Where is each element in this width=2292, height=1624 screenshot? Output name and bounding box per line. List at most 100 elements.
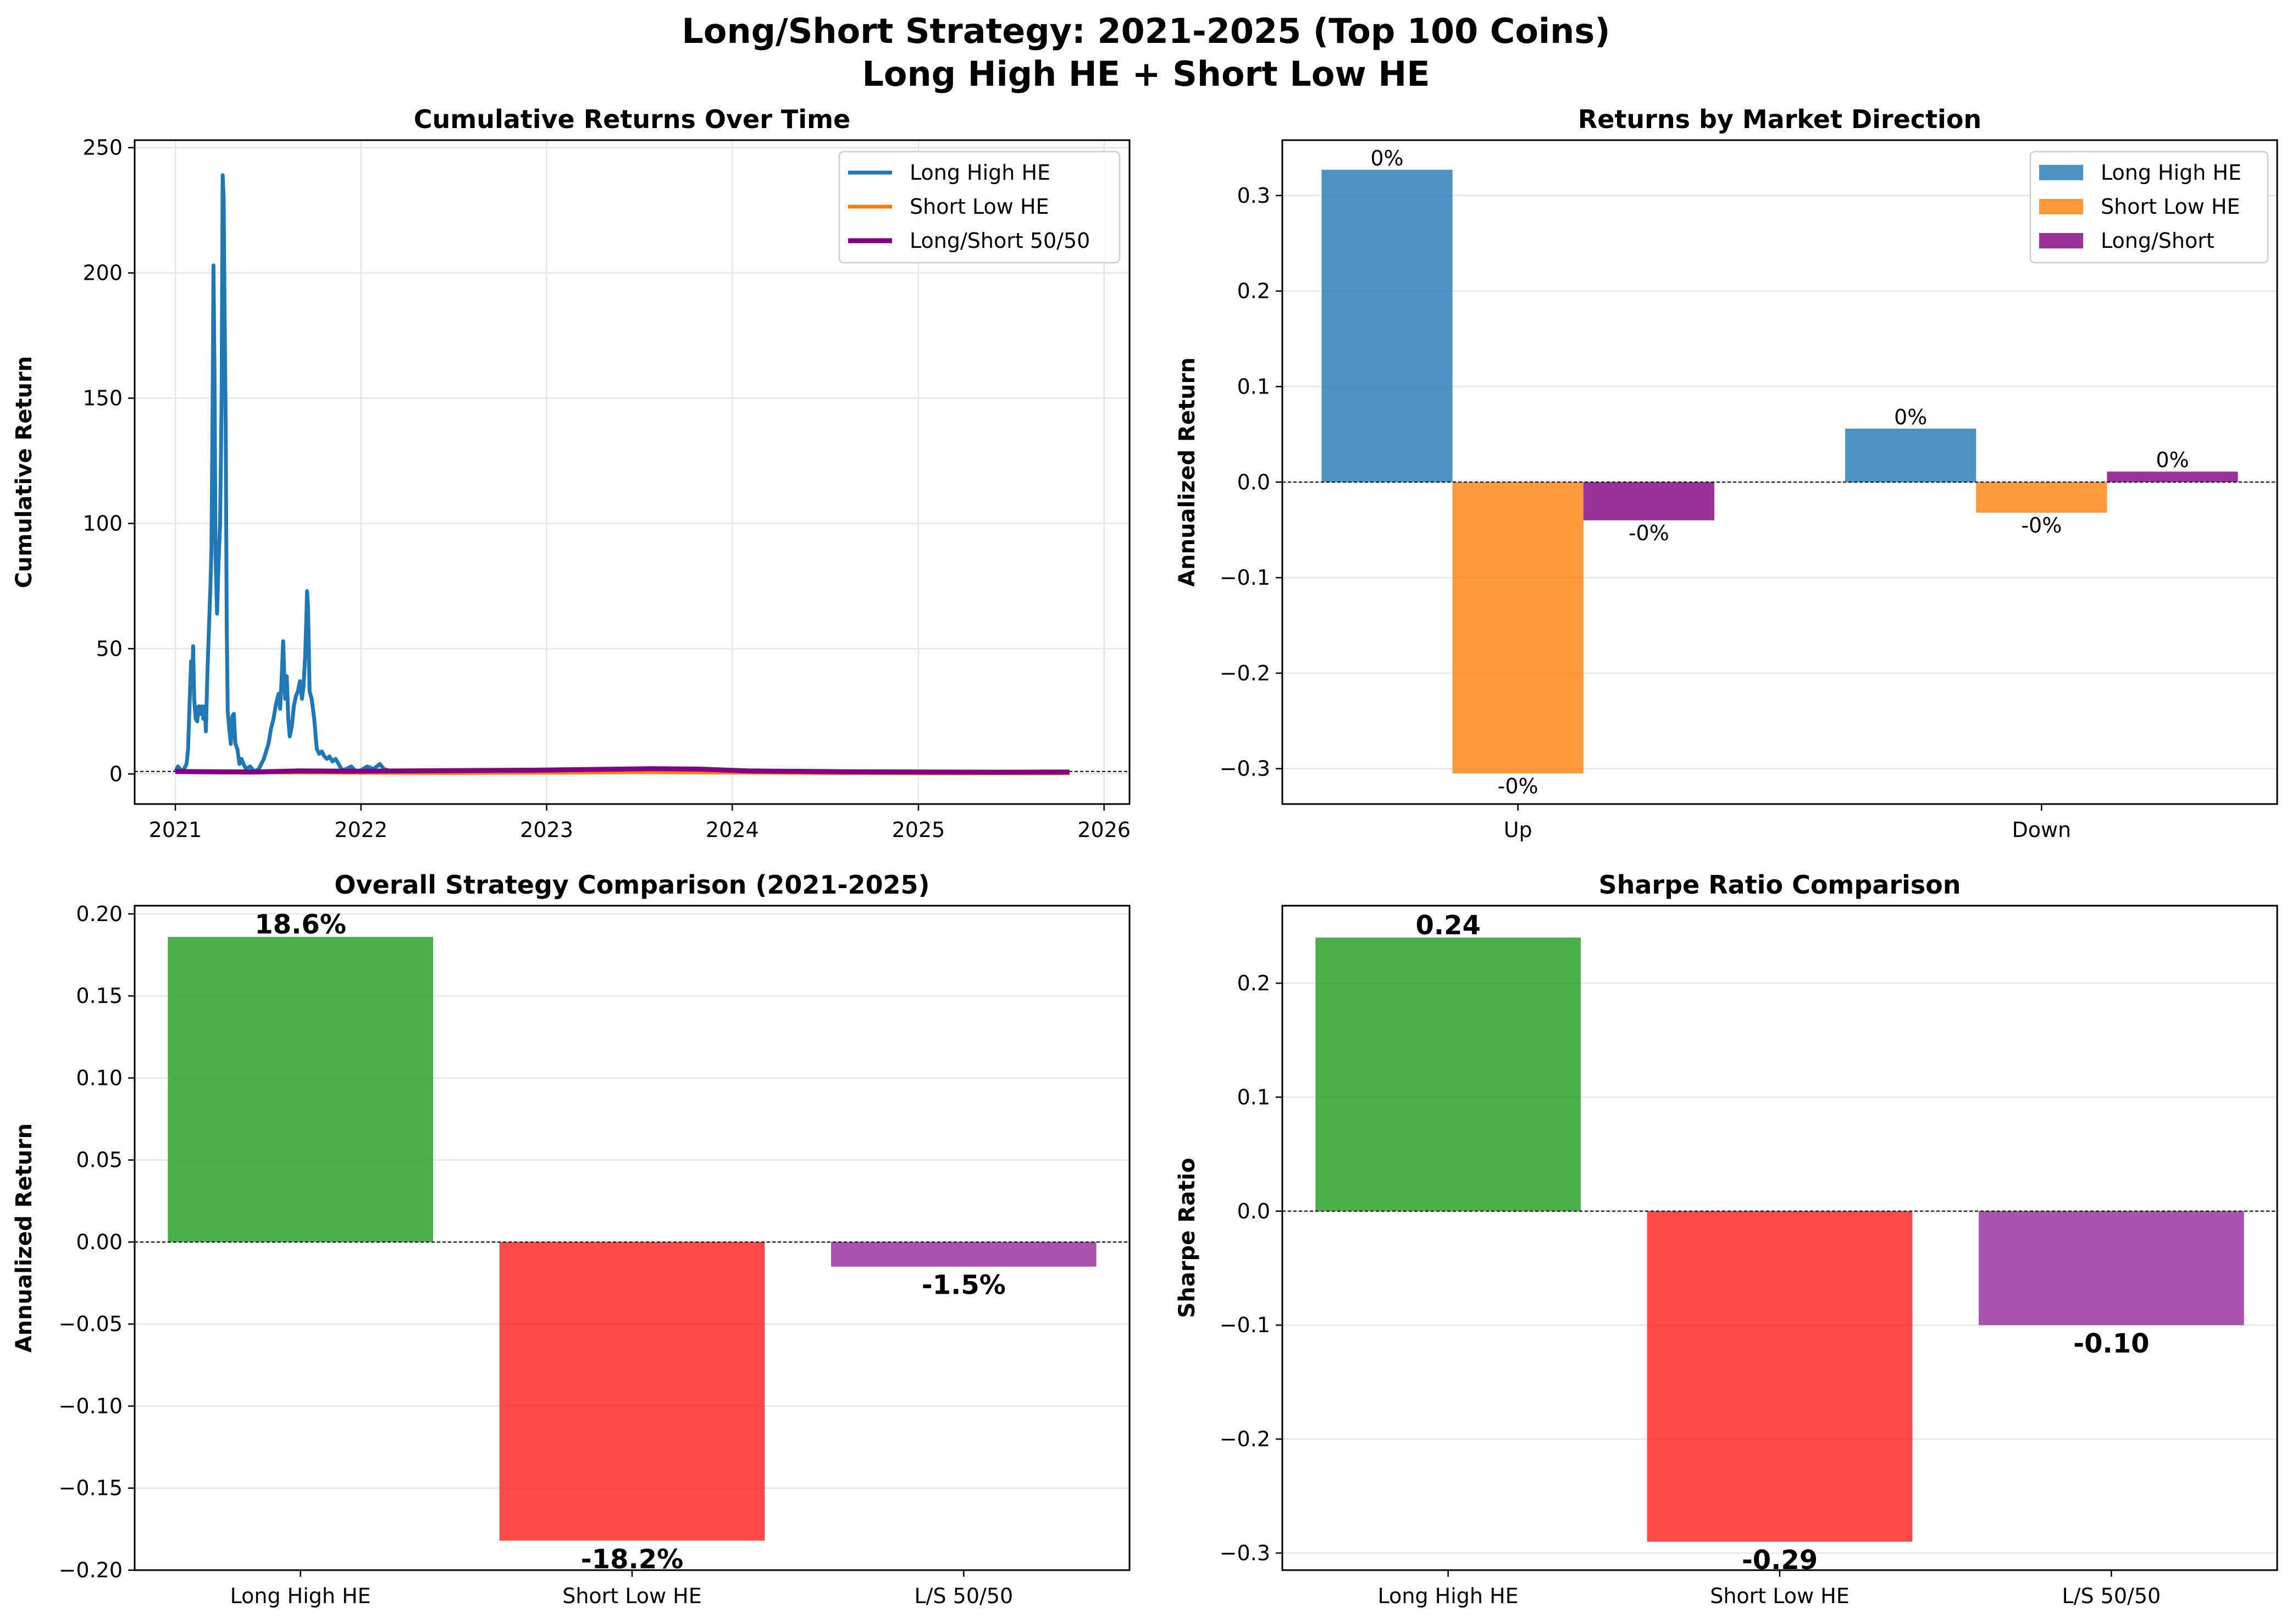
y-tick-label: −0.3: [1220, 1541, 1270, 1565]
x-tick-label: 2026: [1077, 818, 1131, 842]
bar-value-label: 0%: [1370, 146, 1403, 170]
bar-short-low-he-down: [1976, 482, 2107, 513]
bar-long-short-up: [1583, 482, 1714, 520]
legend-label: Long/Short: [2101, 229, 2215, 253]
y-tick-label: 150: [82, 386, 123, 411]
legend-box: [838, 151, 1121, 264]
x-tick-label: Down: [2012, 818, 2071, 842]
bar-value-label: 0.24: [1415, 910, 1480, 941]
y-tick-label: 0.05: [76, 1148, 123, 1172]
axes-frame: [1281, 905, 2278, 1571]
y-axis-label: Annualized Return: [1175, 357, 1200, 587]
x-tick-label: 2021: [149, 818, 202, 842]
y-tick-label: 0.15: [76, 984, 123, 1008]
y-tick-label: 0.20: [76, 902, 123, 926]
bar-short-low-he: [1647, 1211, 1913, 1542]
panel-title: Sharpe Ratio Comparison: [1598, 870, 1961, 900]
figure-title-line2: Long High HE + Short Low HE: [862, 54, 1430, 94]
y-tick-label: 0.00: [76, 1230, 123, 1254]
y-tick-label: −0.15: [59, 1476, 123, 1500]
y-tick-label: 100: [82, 511, 123, 535]
legend-label: Short Low HE: [2101, 195, 2240, 219]
y-tick-label: −0.20: [59, 1558, 123, 1582]
x-tick-label: 2022: [334, 818, 387, 842]
x-tick-label: 2025: [892, 818, 945, 842]
y-tick-label: 0.3: [1237, 184, 1270, 208]
legend: Long High HE Short Low HE Long/Short: [2029, 151, 2269, 264]
x-tick-label: Long High HE: [230, 1584, 371, 1608]
x-tick-label: Short Low HE: [1710, 1584, 1850, 1608]
bar-short-low-he-up: [1452, 482, 1584, 774]
bar-short-low-he: [499, 1241, 765, 1541]
y-tick-label: −0.3: [1220, 757, 1270, 781]
y-tick-label: 0.10: [76, 1066, 123, 1090]
series-line-long-short-50-50: [175, 766, 1070, 775]
y-tick-label: 0.0: [1237, 470, 1270, 494]
y-tick-label: −0.1: [1220, 566, 1270, 590]
legend-box: [2029, 151, 2269, 264]
y-tick-label: 0.1: [1237, 374, 1270, 398]
panel-title: Cumulative Returns Over Time: [414, 104, 850, 134]
x-tick-label: 2023: [520, 818, 573, 842]
legend-swatch: [2039, 233, 2083, 248]
legend-swatch: [2039, 199, 2083, 214]
y-tick-label: 0.2: [1237, 279, 1270, 303]
x-tick-label: L/S 50/50: [914, 1584, 1013, 1608]
y-tick-label: 0.0: [1237, 1199, 1270, 1223]
panel-returns-by-direction: Returns by Market Direction Annualized Re…: [1175, 104, 2278, 842]
x-tick-label: Up: [1504, 818, 1532, 842]
legend-label: Long High HE: [2101, 160, 2241, 185]
panel-title: Returns by Market Direction: [1578, 104, 1981, 134]
bar-l-s-50-50: [831, 1241, 1097, 1267]
axes-frame: [1281, 139, 2278, 805]
bar-long-high-he: [168, 936, 433, 1242]
y-tick-label: 0.1: [1237, 1085, 1270, 1109]
y-tick-label: −0.2: [1220, 1427, 1270, 1451]
y-tick-label: −0.2: [1220, 661, 1270, 685]
y-tick-label: 0: [109, 762, 123, 786]
bar-value-label: -0%: [1498, 774, 1538, 798]
y-axis-label: Annualized Return: [12, 1123, 37, 1353]
x-tick-label: Short Low HE: [562, 1584, 702, 1608]
axes-frame: [134, 905, 1131, 1571]
legend-label: Short Low HE: [910, 195, 1049, 219]
legend-label: Long/Short 50/50: [910, 229, 1090, 253]
panel-title: Overall Strategy Comparison (2021-2025): [334, 870, 929, 900]
panel-cumulative-returns: Cumulative Returns Over Time Cumulative R…: [12, 104, 1131, 842]
bar-value-label: -0.29: [1742, 1545, 1818, 1576]
legend-swatch: [2039, 165, 2083, 180]
x-tick-label: 2024: [706, 818, 759, 842]
y-axis-label: Cumulative Return: [12, 356, 37, 588]
bar-value-label: 0%: [2156, 448, 2189, 472]
x-tick-label: Long High HE: [1378, 1584, 1519, 1608]
bar-l-s-50-50: [1979, 1211, 2244, 1326]
legend-label: Long High HE: [910, 160, 1050, 185]
bar-value-label: 18.6%: [254, 910, 346, 940]
figure-title-line1: Long/Short Strategy: 2021-2025 (Top 100 …: [682, 11, 1610, 51]
bar-long-high-he-up: [1321, 169, 1453, 483]
y-tick-label: −0.1: [1220, 1313, 1270, 1337]
y-tick-label: −0.05: [59, 1312, 123, 1336]
y-tick-label: 250: [82, 136, 123, 160]
y-tick-label: 200: [82, 261, 123, 285]
bar-value-label: -0%: [2021, 513, 2062, 537]
panel-overall-comparison: Overall Strategy Comparison (2021-2025) A…: [12, 870, 1131, 1608]
axes-frame: [134, 139, 1131, 805]
y-axis-label: Sharpe Ratio: [1175, 1158, 1200, 1318]
y-tick-label: −0.10: [59, 1394, 123, 1418]
bar-value-label: 0%: [1894, 405, 1927, 429]
y-tick-label: 0.2: [1237, 971, 1270, 995]
bar-value-label: -0%: [1629, 521, 1669, 545]
bar-long-high-he-down: [1845, 428, 1977, 483]
legend: Long High HE Short Low HE Long/Short 50/50: [838, 151, 1121, 264]
bar-value-label: -1.5%: [922, 1270, 1006, 1301]
bar-long-short-down: [2107, 472, 2238, 483]
panel-sharpe-ratio: Sharpe Ratio Comparison Sharpe Ratio −0.3 −…: [1175, 870, 2278, 1608]
bar-long-high-he: [1315, 938, 1581, 1211]
y-tick-label: 50: [96, 636, 123, 661]
x-tick-label: L/S 50/50: [2062, 1584, 2161, 1608]
series-line-long-high-he: [173, 173, 1070, 775]
bar-value-label: -0.10: [2073, 1328, 2149, 1359]
